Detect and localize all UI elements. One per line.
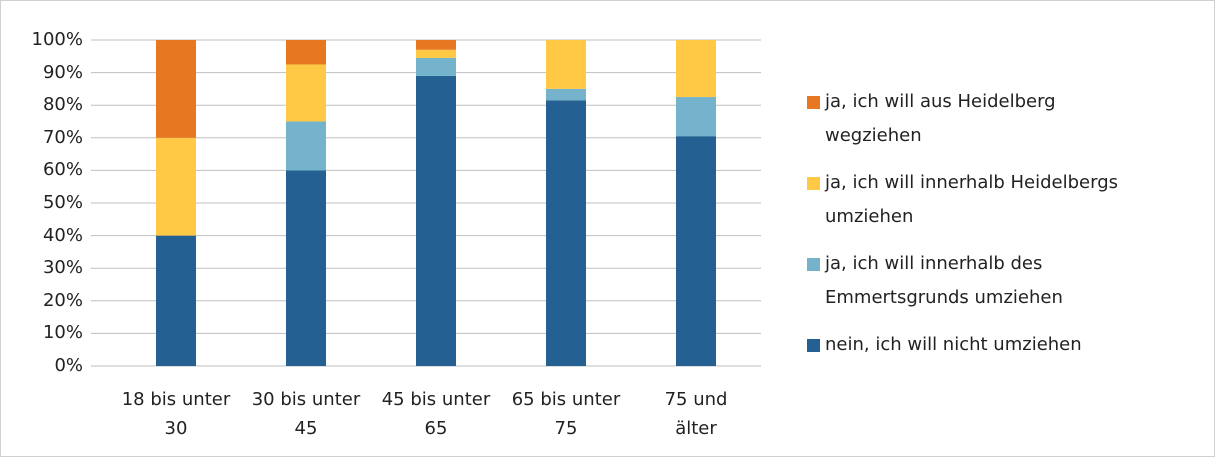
y-tick-label: 10% (42, 322, 83, 344)
y-tick-label: 20% (42, 289, 83, 311)
bar-segment (286, 121, 326, 171)
y-tick-label: 0% (54, 355, 83, 376)
legend-swatch (807, 258, 820, 271)
legend-swatch (807, 339, 820, 352)
bar-segment (676, 97, 716, 137)
bar-segment (416, 57, 456, 76)
y-tick-label: 90% (42, 61, 83, 83)
x-tick-label: 18 bis unter 30 (121, 389, 231, 439)
y-tick-label: 50% (42, 192, 83, 213)
y-tick-label: 100% (31, 29, 83, 50)
y-tick-label: 70% (42, 126, 83, 148)
bar-segment (546, 100, 586, 366)
legend-swatch (807, 96, 820, 109)
bar-segment (676, 40, 716, 98)
bar-segment (286, 170, 326, 366)
x-tick-label: 75 und älter (664, 389, 728, 439)
bar-segment (416, 75, 456, 367)
bar-segment (156, 137, 196, 236)
y-tick-label: 30% (42, 257, 83, 279)
x-tick-label: 30 bis unter 45 (251, 389, 361, 439)
bar-segment (286, 40, 326, 65)
y-tick-label: 40% (42, 224, 83, 246)
bar-segment (286, 64, 326, 122)
bar-segment (676, 136, 716, 366)
legend-label: ja, ich will aus Heidelberg wegziehen (825, 91, 1056, 146)
bar-segment (416, 40, 456, 50)
legend-swatch (807, 177, 820, 190)
bar-segment (416, 49, 456, 58)
y-tick-label: 80% (42, 94, 83, 116)
x-tick-label: 45 bis unter 65 (381, 389, 491, 439)
legend-label: ja, ich will innerhalb des Emmertsgrunds… (825, 253, 1063, 308)
x-tick-label: 65 bis unter 75 (511, 389, 621, 439)
bar-segment (156, 235, 196, 366)
bar-segment (546, 88, 586, 101)
y-tick-label: 60% (42, 159, 83, 181)
bar-segment (546, 40, 586, 89)
bar-segment (156, 40, 196, 138)
legend-label: nein, ich will nicht umziehen (825, 334, 1082, 355)
legend-label: ja, ich will innerhalb Heidelbergs umzie… (825, 172, 1119, 227)
